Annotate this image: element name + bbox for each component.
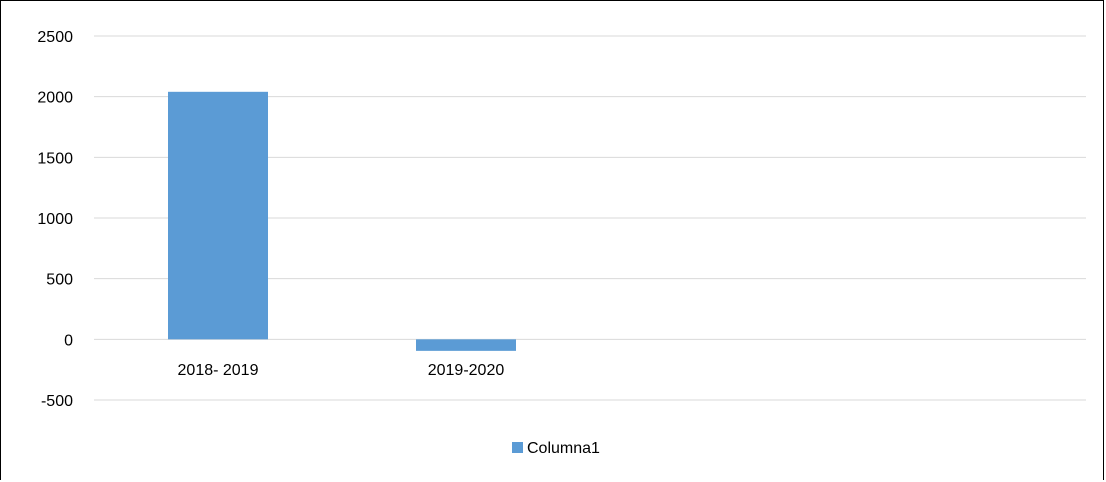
bar-1: [168, 91, 268, 340]
y-tick-label: 500: [46, 272, 73, 289]
y-tick-label: 0: [64, 332, 73, 349]
legend-label-columna1: Columna1: [527, 440, 600, 457]
y-tick-label: 1500: [37, 150, 73, 167]
x-axis-category-labels: 2018- 2019 2019-2020: [178, 362, 505, 379]
y-tick-label: 2000: [37, 90, 73, 107]
bars: [168, 91, 516, 351]
x-category-label: 2019-2020: [428, 362, 505, 379]
y-tick-label: -500: [41, 393, 73, 410]
bar-2: [416, 339, 516, 351]
y-tick-label: 2500: [37, 29, 73, 46]
y-tick-label: 1000: [37, 211, 73, 228]
legend-swatch-columna1: [512, 442, 523, 453]
y-axis-tick-labels: 2500 2000 1500 1000 500 0 -500: [37, 29, 73, 410]
x-category-label: 2018- 2019: [178, 362, 259, 379]
legend: Columna1: [512, 440, 600, 457]
